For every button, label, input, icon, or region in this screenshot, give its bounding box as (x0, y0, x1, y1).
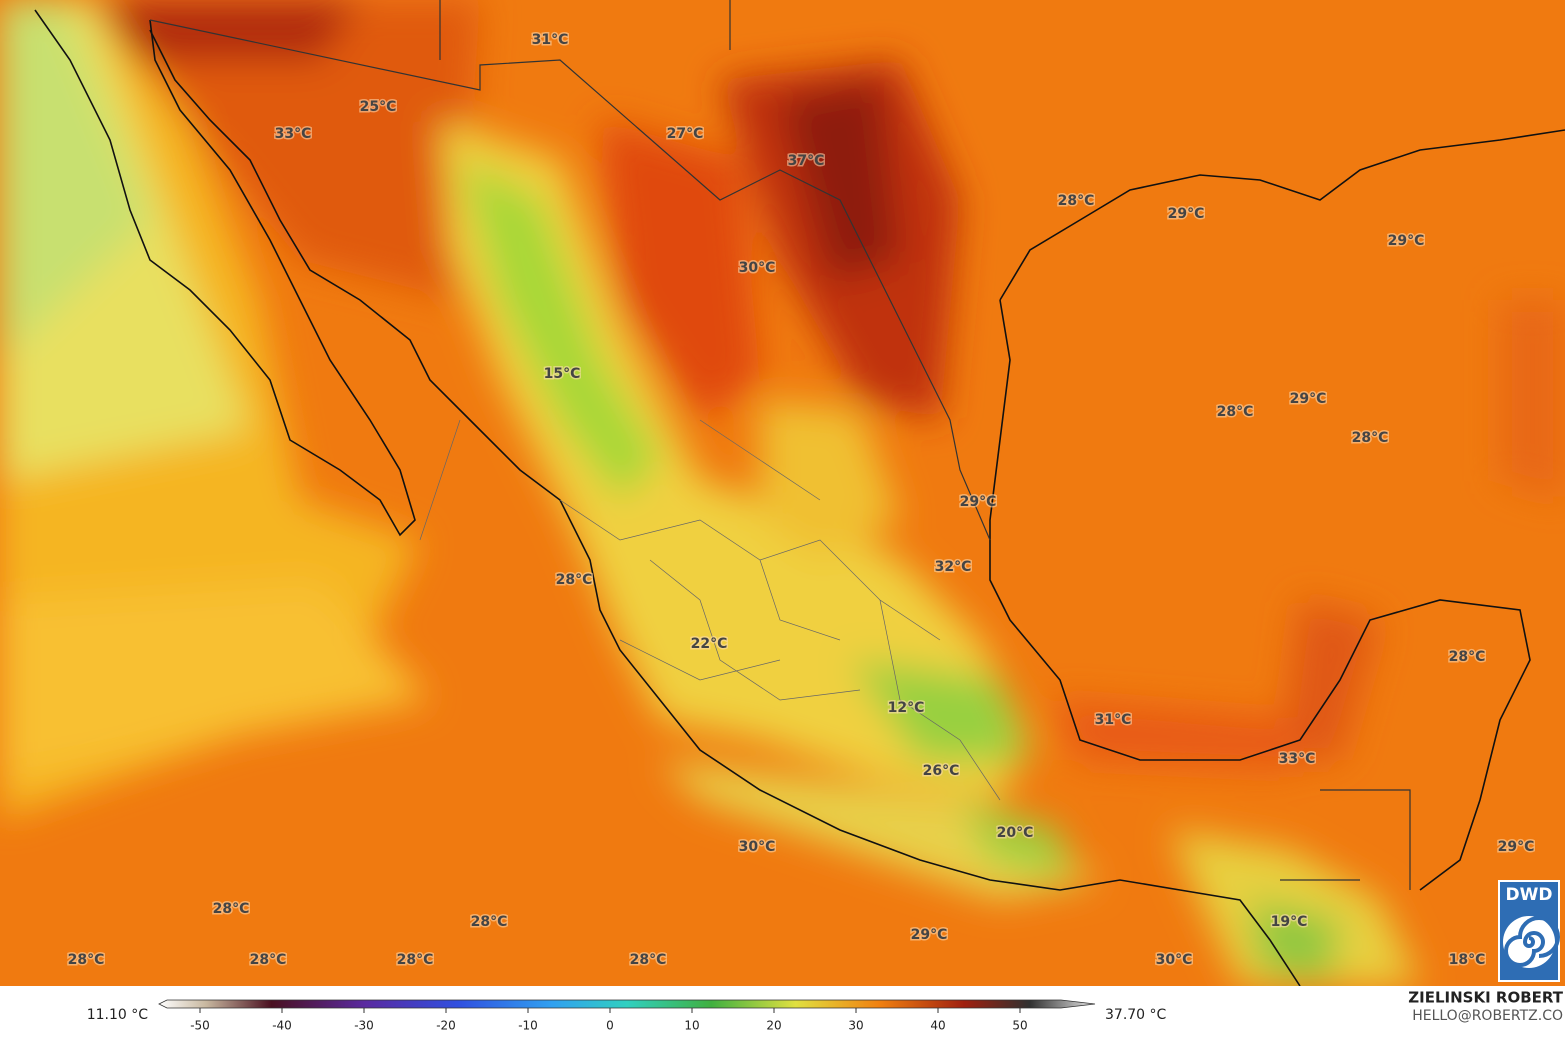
temperature-label: 29°C (1168, 206, 1205, 222)
colorbar-tick-label: 10 (684, 1019, 699, 1033)
temperature-label: 18°C (1449, 952, 1486, 968)
colorbar-tick-label: -30 (354, 1019, 374, 1033)
temperature-label: 37°C (788, 153, 825, 169)
temperature-label: 29°C (1388, 233, 1425, 249)
colorbar-tick-label: -20 (436, 1019, 456, 1033)
temperature-label: 28°C (1352, 430, 1389, 446)
temperature-label: 28°C (1449, 649, 1486, 665)
temperature-label: 29°C (1290, 391, 1327, 407)
temperature-label: 31°C (532, 32, 569, 48)
coastlines (34, 9, 1565, 986)
temperature-label: 20°C (997, 825, 1034, 841)
logo-spiral (1504, 916, 1560, 967)
temperature-label: 28°C (397, 952, 434, 968)
temperature-label: 33°C (1279, 751, 1316, 767)
logo-text: DWD (1506, 885, 1553, 905)
temperature-label: 28°C (1058, 193, 1095, 209)
temperature-label: 19°C (1271, 914, 1308, 930)
temperature-label: 29°C (960, 494, 997, 510)
temperature-label: 28°C (68, 952, 105, 968)
temperature-label: 22°C (691, 636, 728, 652)
credit-email: HELLO@ROBERTZ.CO (1412, 1008, 1563, 1024)
temperature-label: 29°C (1498, 839, 1535, 855)
temperature-label: 15°C (544, 366, 581, 382)
temperature-label: 26°C (923, 763, 960, 779)
colorbar-tick-label: 30 (848, 1019, 863, 1033)
temperature-label: 29°C (911, 927, 948, 943)
borders (149, 0, 1411, 890)
colorbar-bar (158, 999, 1096, 1009)
temperature-label: 28°C (556, 572, 593, 588)
temperature-label: 28°C (213, 901, 250, 917)
temperature-label: 31°C (1095, 712, 1132, 728)
temperature-label: 28°C (250, 952, 287, 968)
temperature-label: 30°C (1156, 952, 1193, 968)
colorbar-tick-label: 40 (930, 1019, 945, 1033)
colorbar-tick-label: 50 (1012, 1019, 1027, 1033)
colorbar-tick-label: -50 (190, 1019, 210, 1033)
map: 31°C 25°C 33°C 27°C 37°C 28°C 29°C 29°C 30°C 15°C… (0, 0, 1565, 986)
temperature-label: 32°C (935, 559, 972, 575)
state-borders (419, 419, 1001, 801)
temperature-labels: 31°C 25°C 33°C 27°C 37°C 28°C 29°C 29°C 30°C 15°C… (66, 31, 1536, 970)
dwd-logo: DWD (1498, 880, 1560, 982)
temperature-label: 12°C (888, 700, 925, 716)
colorbar-tick-label: 20 (766, 1019, 781, 1033)
colorbar-tick-label: -10 (518, 1019, 538, 1033)
temperature-label: 25°C (360, 99, 397, 115)
colorbar-max: 37.70 °C (1105, 1007, 1167, 1023)
colorbar-min: 11.10 °C (87, 1007, 149, 1023)
temperature-label: 30°C (739, 260, 776, 276)
credit-name: ZIELINSKI ROBERT (1408, 989, 1563, 1007)
temperature-label: 28°C (471, 914, 508, 930)
temperature-label: 30°C (739, 839, 776, 855)
colorbar-tick-label: 0 (606, 1019, 614, 1033)
colorbar: 11.10 °C 37.70 °C -50 -40 -30 -20 -10 0 10 20 30… (87, 999, 1167, 1033)
temperature-label: 33°C (275, 126, 312, 142)
temperature-label: 27°C (667, 126, 704, 142)
temperature-label: 28°C (630, 952, 667, 968)
temperature-field (0, 0, 1565, 986)
temperature-label: 28°C (1217, 404, 1254, 420)
colorbar-tick-label: -40 (272, 1019, 292, 1033)
